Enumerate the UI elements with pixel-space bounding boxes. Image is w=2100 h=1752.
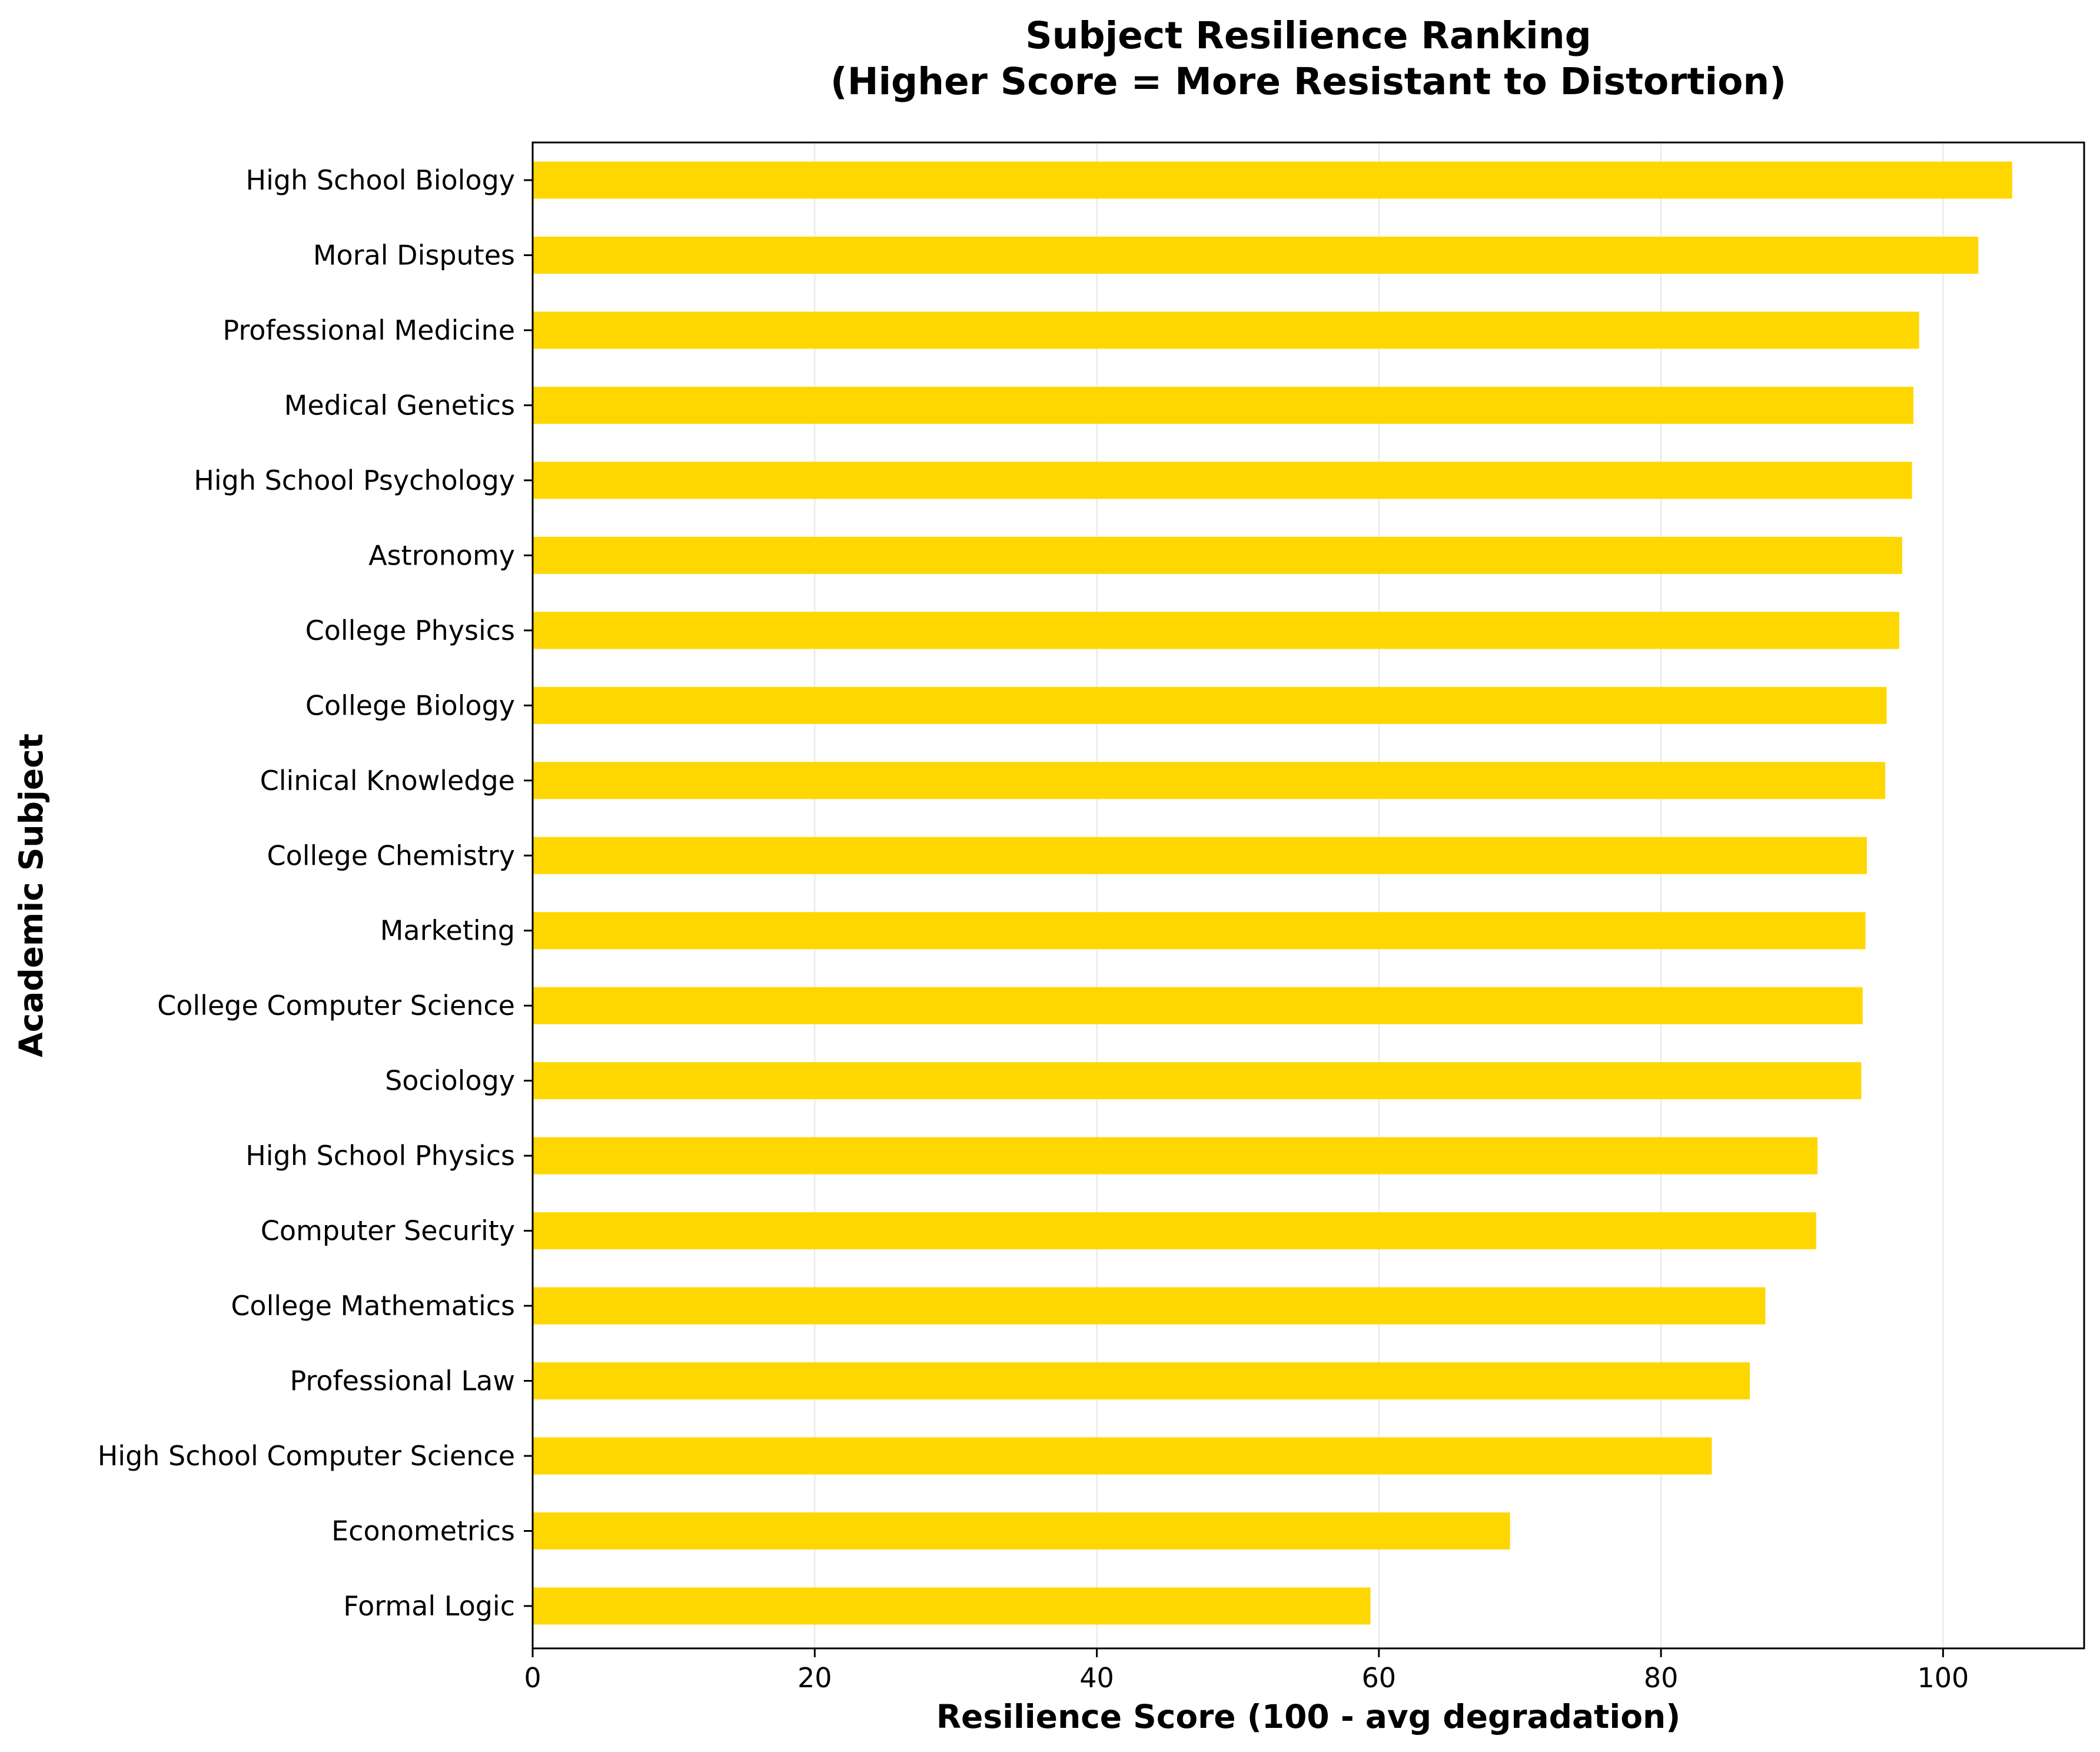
bar <box>533 762 1886 799</box>
bar <box>533 987 1863 1024</box>
bar <box>533 912 1866 950</box>
bar <box>533 161 2012 199</box>
x-tick-label: 80 <box>1644 1662 1679 1694</box>
bar <box>533 1437 1712 1475</box>
y-tick-label: Professional Medicine <box>222 314 515 346</box>
y-tick-label: College Physics <box>305 615 515 646</box>
bar <box>533 1062 1862 1100</box>
y-tick-label: Sociology <box>385 1065 515 1097</box>
y-tick-label: High School Psychology <box>194 464 515 496</box>
bar <box>533 311 1919 349</box>
plot-frame <box>531 141 2085 1650</box>
y-tick-label: Clinical Knowledge <box>260 765 515 797</box>
y-tick-label: High School Physics <box>245 1140 515 1172</box>
bar <box>533 686 1887 724</box>
y-tick-label: Computer Security <box>261 1215 515 1247</box>
bar <box>533 1287 1766 1325</box>
bar <box>533 837 1867 874</box>
y-tick-label: College Biology <box>305 689 515 721</box>
x-axis-ticks: 0 20 40 60 80 100 <box>524 1648 1969 1694</box>
y-tick-label: Econometrics <box>331 1515 515 1547</box>
bar <box>533 1362 1750 1400</box>
y-axis-ticks: High School Biology Moral Disputes Profess… <box>98 164 533 1622</box>
chart-subtitle: (Higher Score = More Resistant to Distor… <box>830 60 1786 103</box>
bar <box>533 1587 1371 1625</box>
bar <box>533 386 1914 424</box>
y-tick-label: High School Computer Science <box>98 1440 515 1472</box>
x-tick-label: 0 <box>524 1662 541 1694</box>
y-tick-label: High School Biology <box>245 164 515 196</box>
y-tick-label: Marketing <box>380 915 515 947</box>
bar <box>533 1137 1818 1174</box>
x-tick-label: 20 <box>798 1662 832 1694</box>
bar <box>533 536 1902 574</box>
bar <box>533 462 1912 499</box>
x-tick-label: 40 <box>1079 1662 1114 1694</box>
y-tick-label: College Chemistry <box>267 840 515 871</box>
x-tick-label: 60 <box>1362 1662 1397 1694</box>
y-tick-label: College Mathematics <box>231 1290 515 1322</box>
y-tick-label: Moral Disputes <box>313 239 515 271</box>
y-tick-label: College Computer Science <box>157 990 515 1021</box>
y-axis-title: Academic Subject <box>12 734 50 1057</box>
bar <box>533 1212 1816 1250</box>
bar <box>533 612 1900 649</box>
y-tick-label: Medical Genetics <box>284 389 515 421</box>
chart-title: Subject Resilience Ranking <box>1025 14 1591 57</box>
y-tick-label: Formal Logic <box>343 1590 515 1622</box>
bar <box>533 1512 1510 1550</box>
x-tick-label: 100 <box>1917 1662 1969 1694</box>
bars <box>533 161 2012 1625</box>
y-tick-label: Astronomy <box>368 539 515 571</box>
bar <box>533 236 1979 274</box>
x-axis-title: Resilience Score (100 - avg degradation) <box>936 1698 1681 1736</box>
y-tick-label: Professional Law <box>290 1365 515 1397</box>
